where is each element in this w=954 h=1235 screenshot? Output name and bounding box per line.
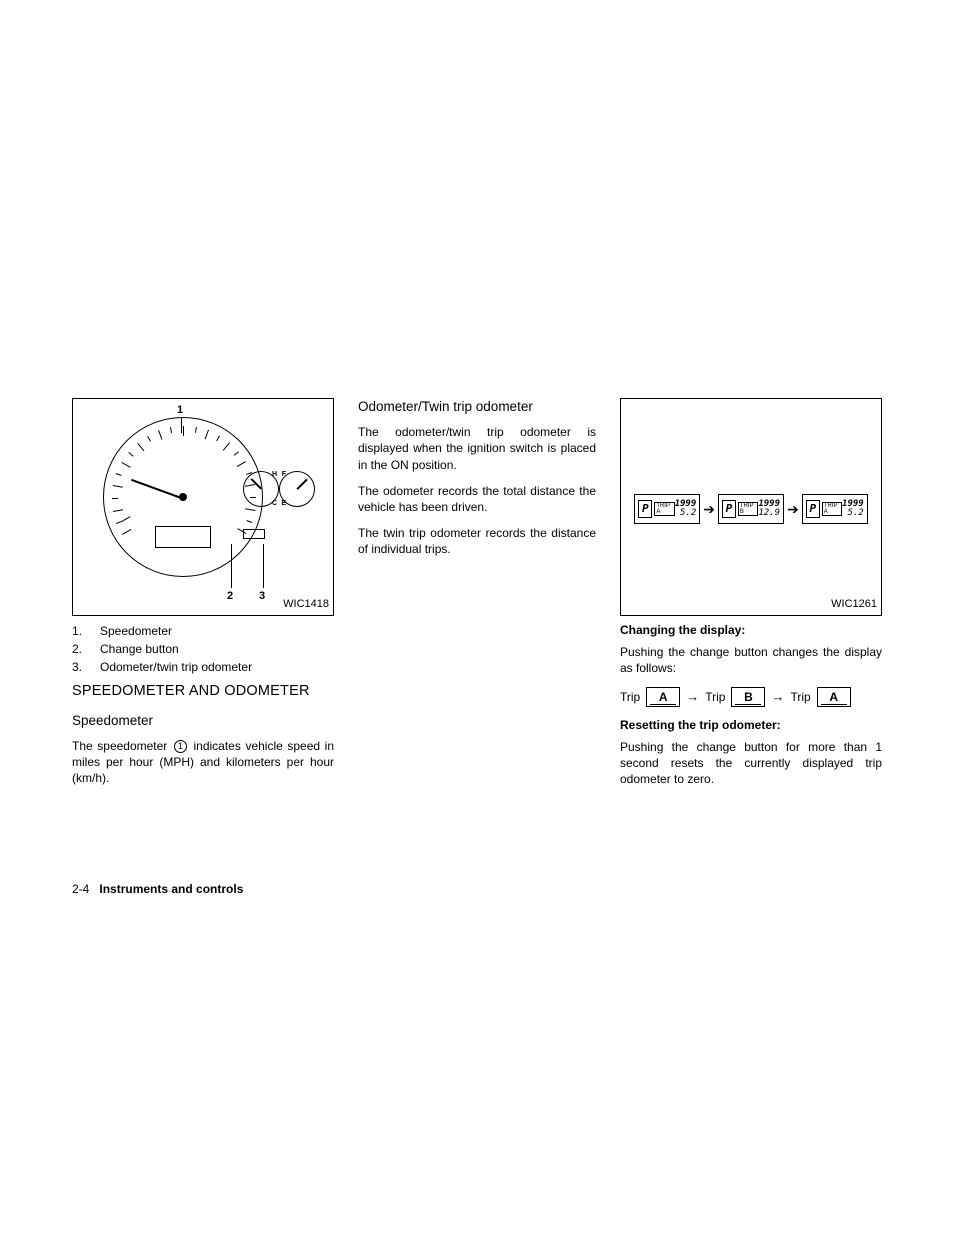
legend-text: Change button <box>100 640 179 658</box>
content-area: F E H C 1 2 3 WIC1418 1.Speedometer <box>72 398 882 798</box>
para-pre: The speedometer <box>72 739 172 753</box>
change-button-graphic <box>243 529 265 539</box>
column-1: F E H C 1 2 3 WIC1418 1.Speedometer <box>72 398 334 798</box>
trip-mark: TRIP A <box>654 502 674 516</box>
trip-box-a: A <box>646 687 680 707</box>
section-name: Instruments and controls <box>99 882 243 896</box>
page: F E H C 1 2 3 WIC1418 1.Speedometer <box>0 0 954 1235</box>
trip-mark: TRIP A <box>822 502 842 516</box>
callout-3-line <box>263 544 264 588</box>
odometer-display <box>155 526 211 548</box>
trip-sequence: Trip A → Trip B → Trip A <box>620 687 882 707</box>
page-footer: 2-4 Instruments and controls <box>72 882 243 896</box>
temp-gauge: H C <box>279 471 315 507</box>
trip-label: Trip <box>620 689 640 705</box>
legend-row: 1. Speedometer <box>72 622 334 640</box>
display-state: P TRIP B 199912.9 <box>718 494 784 524</box>
odometer-p1: The odometer/twin trip odometer is displ… <box>358 424 596 473</box>
odometer-p3: The twin trip odometer records the dista… <box>358 525 596 557</box>
odo-numbers: 19995.2 <box>842 500 864 518</box>
callout-2-line <box>231 544 232 588</box>
resetting-para: Pushing the change button for more than … <box>620 739 882 788</box>
column-2: Odometer/Twin trip odometer The odometer… <box>358 398 596 798</box>
circled-1: 1 <box>174 740 187 753</box>
legend-num: 2. <box>72 640 86 658</box>
display-state: P TRIP A 19995.2 <box>634 494 700 524</box>
figure-speedometer: F E H C 1 2 3 WIC1418 <box>72 398 334 616</box>
callout-1: 1 <box>177 403 183 418</box>
trip-label: Trip <box>790 689 810 705</box>
figure1-legend: 1. Speedometer 2. Change button 3. Odometer… <box>72 622 334 676</box>
callout-3: 3 <box>259 589 265 604</box>
odometer-heading: Odometer/Twin trip odometer <box>358 398 596 416</box>
section-heading: SPEEDOMETER AND ODOMETER <box>72 682 334 702</box>
speedometer-para: The speedometer 1 indicates vehicle spee… <box>72 738 334 787</box>
legend-text: Odometer/twin trip odometer <box>100 658 252 676</box>
display-states: P TRIP A 19995.2 ➔ P TRIP B 199912.9 ➔ P… <box>621 494 881 524</box>
speedometer-heading: Speedometer <box>72 712 334 730</box>
arrow-icon: → <box>771 688 784 706</box>
legend-num: 1. <box>72 622 86 640</box>
trip-mark: TRIP B <box>738 502 758 516</box>
gear-indicator: P <box>638 500 652 518</box>
figure2-code: WIC1261 <box>831 597 877 612</box>
callout-2: 2 <box>227 589 233 604</box>
odometer-p2: The odometer records the total distance … <box>358 483 596 515</box>
speedometer-gauge <box>103 417 263 577</box>
callout-1-line <box>181 417 182 433</box>
resetting-heading: Resetting the trip odometer: <box>620 717 882 733</box>
odo-numbers: 199912.9 <box>758 500 780 518</box>
figure1-code: WIC1418 <box>283 597 329 612</box>
page-number: 2-4 <box>72 882 89 896</box>
trip-box-a2: A <box>817 687 851 707</box>
trip-label: Trip <box>705 689 725 705</box>
legend-text: Speedometer <box>100 622 172 640</box>
temp-hot-label: H <box>272 470 277 479</box>
changing-display-para: Pushing the change button changes the di… <box>620 644 882 676</box>
column-3: P TRIP A 19995.2 ➔ P TRIP B 199912.9 ➔ P… <box>620 398 882 798</box>
changing-display-heading: Changing the display: <box>620 622 882 638</box>
state-arrow-icon: ➔ <box>703 500 715 519</box>
gear-indicator: P <box>806 500 820 518</box>
gear-indicator: P <box>722 500 736 518</box>
trip-box-b: B <box>731 687 765 707</box>
display-state: P TRIP A 19995.2 <box>802 494 868 524</box>
arrow-icon: → <box>686 688 699 706</box>
legend-row: 2. Change button <box>72 640 334 658</box>
legend-row: 3. Odometer/twin trip odometer <box>72 658 334 676</box>
state-arrow-icon: ➔ <box>787 500 799 519</box>
legend-num: 3. <box>72 658 86 676</box>
temp-cold-label: C <box>272 499 277 508</box>
odo-numbers: 19995.2 <box>675 500 697 518</box>
figure-trip-states: P TRIP A 19995.2 ➔ P TRIP B 199912.9 ➔ P… <box>620 398 882 616</box>
